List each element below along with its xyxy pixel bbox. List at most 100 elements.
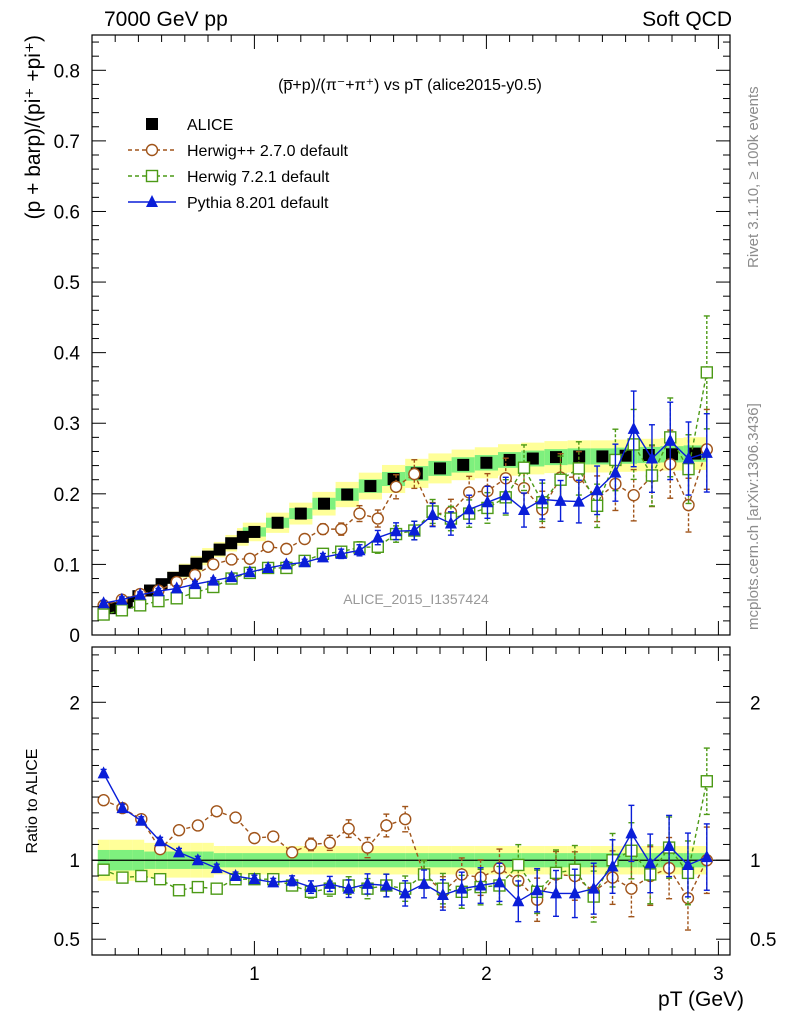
alice-point bbox=[341, 488, 354, 501]
ratio-pythia-point bbox=[531, 883, 544, 896]
pythia-point bbox=[170, 581, 183, 594]
legend-label: Herwig++ 2.7.0 default bbox=[187, 143, 349, 160]
pythia-line bbox=[103, 427, 708, 604]
legend-marker bbox=[145, 143, 159, 157]
ratio-pythia-point bbox=[380, 878, 393, 891]
pythia-point bbox=[408, 523, 421, 536]
ratio-pythia-point bbox=[248, 872, 261, 885]
ratio-herwigpp-point bbox=[172, 824, 186, 837]
ratio-pythia-point bbox=[681, 857, 694, 870]
alice-point bbox=[689, 447, 702, 460]
ratio-pythia-point bbox=[191, 853, 204, 866]
y-tick-label: 0.1 bbox=[54, 555, 80, 576]
ratio-herwig7-point bbox=[700, 775, 713, 788]
header-left: 7000 GeV pp bbox=[104, 8, 228, 31]
ratio-pythia-point bbox=[625, 826, 638, 839]
ratio-herwigpp-point bbox=[304, 838, 318, 851]
pythia-point bbox=[280, 557, 293, 570]
pythia-point bbox=[262, 560, 275, 573]
pythia-point bbox=[463, 502, 476, 515]
ratio-pythia-point bbox=[210, 861, 223, 874]
ratio-herwig7-point bbox=[97, 863, 110, 876]
pythia-point bbox=[371, 530, 384, 543]
legend-label: ALICE bbox=[187, 117, 233, 134]
alice-point bbox=[619, 449, 632, 462]
ratio-y-tick-label: 1 bbox=[69, 851, 80, 872]
herwig7-point bbox=[170, 592, 183, 605]
ratio-pythia-point bbox=[587, 881, 600, 894]
herwig7-point bbox=[700, 366, 713, 379]
herwigpp-point bbox=[353, 507, 366, 520]
x-tick-label: 3 bbox=[713, 964, 724, 985]
herwigpp-point bbox=[408, 467, 421, 481]
herwig7-point bbox=[517, 461, 531, 474]
alice-point bbox=[178, 564, 191, 577]
alice-point bbox=[294, 507, 307, 520]
alice-point bbox=[457, 458, 470, 471]
ratio-herwig7-point bbox=[172, 884, 186, 897]
herwigpp-point bbox=[243, 552, 257, 565]
pythia-point bbox=[316, 550, 329, 563]
y-tick-label: 0.7 bbox=[54, 132, 80, 153]
alice-point bbox=[271, 516, 284, 529]
herwig7-point bbox=[115, 604, 129, 617]
pythia-point bbox=[115, 592, 128, 605]
herwigpp-point bbox=[371, 512, 384, 525]
ratio-herwig7-point bbox=[191, 880, 205, 894]
ratio-pythia-point bbox=[229, 869, 242, 882]
pythia-point bbox=[499, 488, 512, 501]
pythia-point bbox=[353, 543, 366, 556]
ratio-y-tick-label: 0.5 bbox=[54, 930, 80, 951]
ratio-herwig7-point bbox=[153, 872, 167, 886]
ratio-y-axis-label: Ratio to ALICE bbox=[24, 749, 41, 854]
alice-point bbox=[236, 530, 249, 543]
alice-point bbox=[225, 537, 238, 550]
alice-point bbox=[364, 480, 377, 493]
herwigpp-point bbox=[280, 542, 293, 556]
legend-label: Pythia 8.201 default bbox=[187, 195, 329, 212]
pythia-point bbox=[645, 451, 658, 464]
herwigpp-point bbox=[682, 498, 695, 512]
herwigpp-point bbox=[316, 522, 330, 536]
ratio-pythia-point bbox=[323, 876, 336, 889]
herwig7-point bbox=[97, 608, 110, 621]
alice-point bbox=[503, 453, 516, 466]
alice-point bbox=[318, 497, 330, 510]
legend-label: Herwig 7.2.1 default bbox=[187, 169, 330, 186]
ratio-pythia-point bbox=[361, 876, 374, 889]
ratio-pythia-point bbox=[474, 878, 487, 891]
y-tick-label: 0.2 bbox=[54, 485, 80, 506]
ratio-herwigpp-point bbox=[361, 841, 374, 854]
legend-marker bbox=[145, 169, 159, 183]
alice-point bbox=[666, 448, 678, 461]
ratio-pythia-point bbox=[512, 894, 525, 907]
pythia-point bbox=[572, 494, 585, 507]
herwigpp-point bbox=[225, 553, 238, 566]
ratio-herwigpp-line bbox=[103, 799, 708, 901]
pythia-point bbox=[152, 584, 165, 597]
ratio-pythia-point bbox=[568, 886, 581, 899]
y-axis-label: (p + barp)/(pi⁺ +pi⁺) bbox=[22, 35, 45, 219]
herwigpp-point bbox=[389, 480, 403, 493]
pythia-point bbox=[426, 508, 439, 520]
ratio-herwigpp-point bbox=[229, 811, 242, 824]
ratio-y-tick-label-right: 1 bbox=[750, 851, 761, 872]
ratio-pythia-point bbox=[663, 839, 676, 852]
ratio-pythia-point bbox=[342, 881, 355, 894]
main-plot-frame bbox=[91, 34, 731, 636]
herwigpp-point bbox=[298, 532, 311, 546]
ratio-herwigpp-point bbox=[625, 882, 638, 895]
herwigpp-line bbox=[103, 449, 708, 607]
pythia-point bbox=[335, 546, 348, 559]
pythia-point bbox=[390, 524, 403, 537]
herwigpp-point bbox=[335, 522, 348, 536]
herwig7-line bbox=[103, 372, 708, 616]
ratio-pythia-point bbox=[116, 801, 129, 814]
herwigpp-point bbox=[517, 481, 531, 495]
herwigpp-point bbox=[627, 489, 640, 502]
ratio-pythia-point bbox=[399, 886, 412, 899]
herwig7-point bbox=[133, 599, 147, 612]
chart-title: (p̅+p)/(π⁻+π⁺) vs pT (alice2015-y0.5) bbox=[278, 77, 542, 94]
x-tick-label: 2 bbox=[481, 964, 492, 985]
